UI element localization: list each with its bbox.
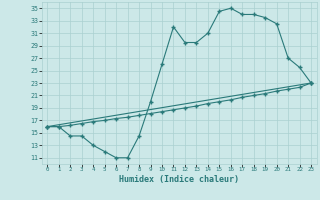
X-axis label: Humidex (Indice chaleur): Humidex (Indice chaleur) [119, 175, 239, 184]
